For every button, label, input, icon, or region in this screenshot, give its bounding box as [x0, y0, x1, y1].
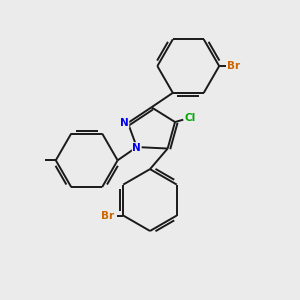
Text: N: N [132, 142, 141, 153]
Text: Cl: Cl [185, 112, 196, 123]
Text: N: N [120, 118, 129, 128]
Text: Br: Br [227, 61, 240, 71]
Text: Br: Br [101, 211, 115, 220]
